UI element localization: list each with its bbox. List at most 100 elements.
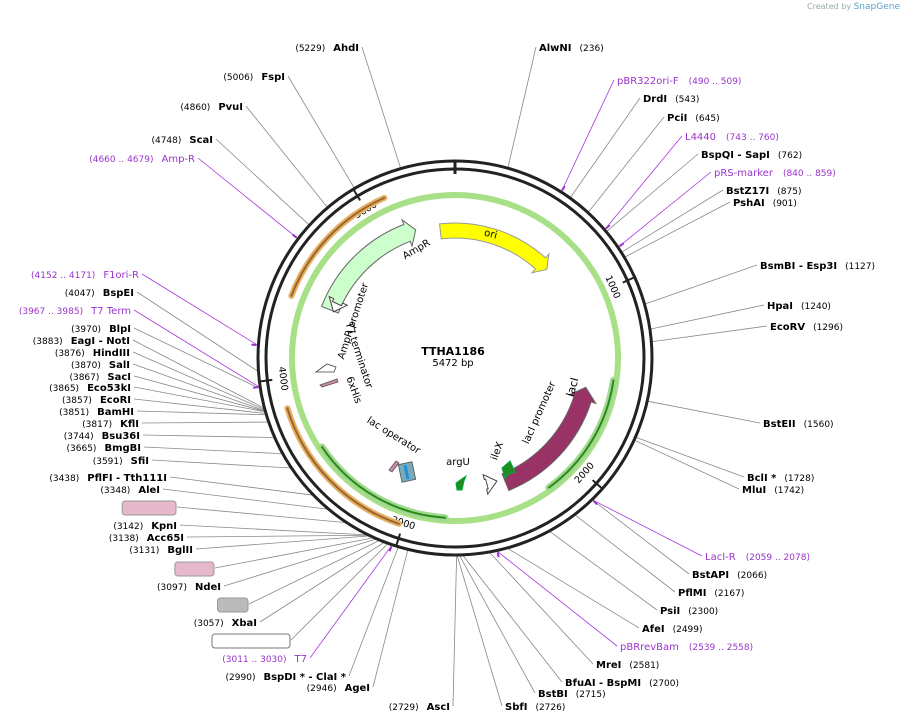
leader-line: [489, 552, 594, 665]
site-name: FspI: [261, 72, 285, 83]
site-name: BlpI: [109, 324, 131, 335]
site-position: (901): [773, 199, 797, 209]
site-position: (2167): [714, 589, 744, 599]
site-name: PflFI - Tth111I: [87, 473, 167, 484]
lacI-label: lacI: [564, 376, 581, 398]
site-position: (1742): [774, 486, 804, 496]
site-name: AlwNI: [539, 43, 572, 54]
site-position: (3348): [100, 486, 130, 496]
site-label-sali: SalI (3870): [71, 360, 130, 371]
leader-line: [133, 327, 260, 389]
leader-line: [497, 551, 618, 647]
site-name: AscI: [427, 702, 450, 713]
leader-line: [652, 325, 768, 343]
leader-line: [462, 555, 563, 683]
leader-line: [588, 116, 665, 213]
site-label-sbfi: SbfI (2726): [505, 702, 565, 713]
site-name: PshAI: [733, 198, 765, 209]
site-position: (2700): [649, 679, 679, 689]
leader-line: [287, 75, 355, 188]
leader-line: [361, 46, 401, 168]
site-position: (2059 .. 2078): [746, 553, 810, 563]
site-label-pflfi-tth111i: PflFI - Tth111I (3438): [49, 473, 167, 484]
branding-name: SnapGene: [853, 2, 900, 12]
site-name: PsiI: [660, 606, 680, 617]
site-label-amp-r: Amp-R (4660 .. 4679): [89, 154, 195, 165]
site-name: HindIII: [93, 348, 130, 359]
lacI-arrow: [501, 386, 597, 492]
leader-line: [650, 304, 765, 330]
leader-line: [290, 543, 388, 641]
leader-line: [570, 97, 641, 198]
site-position: (5229): [295, 44, 325, 54]
lacop-green: [321, 446, 447, 519]
primer-site-mark: [253, 386, 259, 389]
site-name: BglII: [167, 545, 193, 556]
site-position: (5006): [223, 73, 253, 83]
leader-line: [133, 309, 260, 388]
site-name: SacI: [107, 372, 131, 383]
leader-line: [592, 499, 703, 557]
site-label-bfuai-bspmi: BfuAI - BspMI (2700): [565, 678, 679, 689]
site-name: BclI *: [747, 473, 777, 484]
site-label-saci: SacI (3867): [69, 372, 131, 383]
leader-line: [648, 400, 761, 424]
leader-line: [456, 555, 503, 707]
site-name: BspDI * - ClaI *: [263, 672, 346, 683]
site-label-6xhis: 6xHis: [174, 561, 215, 577]
ruler-label: 4000: [276, 366, 290, 391]
leader-line: [132, 339, 264, 409]
lacI-promoter-arrow: [482, 473, 498, 496]
site-name: PflMI: [678, 588, 706, 599]
site-name: ScaI: [189, 135, 213, 146]
snapgene-branding: Created by SnapGene: [807, 2, 900, 12]
site-name: BmgBI: [104, 443, 141, 454]
ori-label: ori: [483, 228, 498, 242]
site-label-ecorv: EcoRV (1296): [770, 322, 843, 333]
ruler-tick: [395, 533, 402, 546]
site-name: BstZ17I: [726, 186, 769, 197]
site-name: EagI - NotI: [71, 336, 130, 347]
site-label-bstbi: BstBI (2715): [538, 689, 606, 700]
site-position: (3011 .. 3030): [222, 655, 286, 665]
rbs-mark: [403, 464, 410, 480]
site-name: BspQI - SapI: [701, 150, 770, 161]
lacI-outer-arc-outline: [289, 192, 621, 524]
plasmid-name: TTHA1186: [421, 345, 485, 358]
site-label-psii: PsiI (2300): [660, 606, 718, 617]
site-label-kfli: KflI (3817): [82, 419, 139, 430]
site-position: (2726): [535, 703, 565, 713]
site-name: XbaI: [232, 618, 257, 629]
site-position: (2499): [673, 625, 703, 635]
site-position: (3057): [194, 619, 224, 629]
site-label-bspqi-sapi: BspQI - SapI (762): [701, 150, 802, 161]
site-label-pbrrevbam: pBRrevBam (2539 .. 2558): [620, 642, 753, 653]
site-box: [211, 633, 291, 649]
leader-line: [141, 421, 268, 424]
argU-label: argU: [446, 457, 470, 468]
feature-arcs: [251, 185, 625, 558]
site-position: (762): [778, 151, 802, 161]
site-label-xbai: XbaI (3057): [194, 618, 257, 629]
site-label-bspei: BspEI (4047): [65, 288, 134, 299]
site-label-bglii: BglII (3131): [129, 545, 193, 556]
site-name: pBR322ori-F: [617, 76, 679, 87]
site-label-t7-term: T7 Term (3967 .. 3985): [19, 306, 131, 317]
leader-line: [141, 273, 258, 346]
site-label-afei: AfeI (2499): [642, 624, 703, 635]
site-name: SfiI: [131, 456, 149, 467]
site-name: AhdI: [333, 43, 359, 54]
site-name: Bsu36I: [102, 431, 140, 442]
leader-line: [132, 351, 264, 410]
primer-site-mark: [592, 500, 598, 506]
site-name: NdeI: [195, 582, 221, 593]
site-name: SbfI: [505, 702, 527, 713]
site-position: (2581): [629, 661, 659, 671]
site-label-prs-marker: pRS-marker (840 .. 859): [714, 168, 836, 179]
site-position: (3967 .. 3985): [19, 307, 83, 317]
leader-line: [459, 555, 536, 694]
site-position: (3142): [113, 522, 143, 532]
site-label-sfii: SfiI (3591): [93, 456, 149, 467]
amp-region-arc: [290, 196, 386, 297]
